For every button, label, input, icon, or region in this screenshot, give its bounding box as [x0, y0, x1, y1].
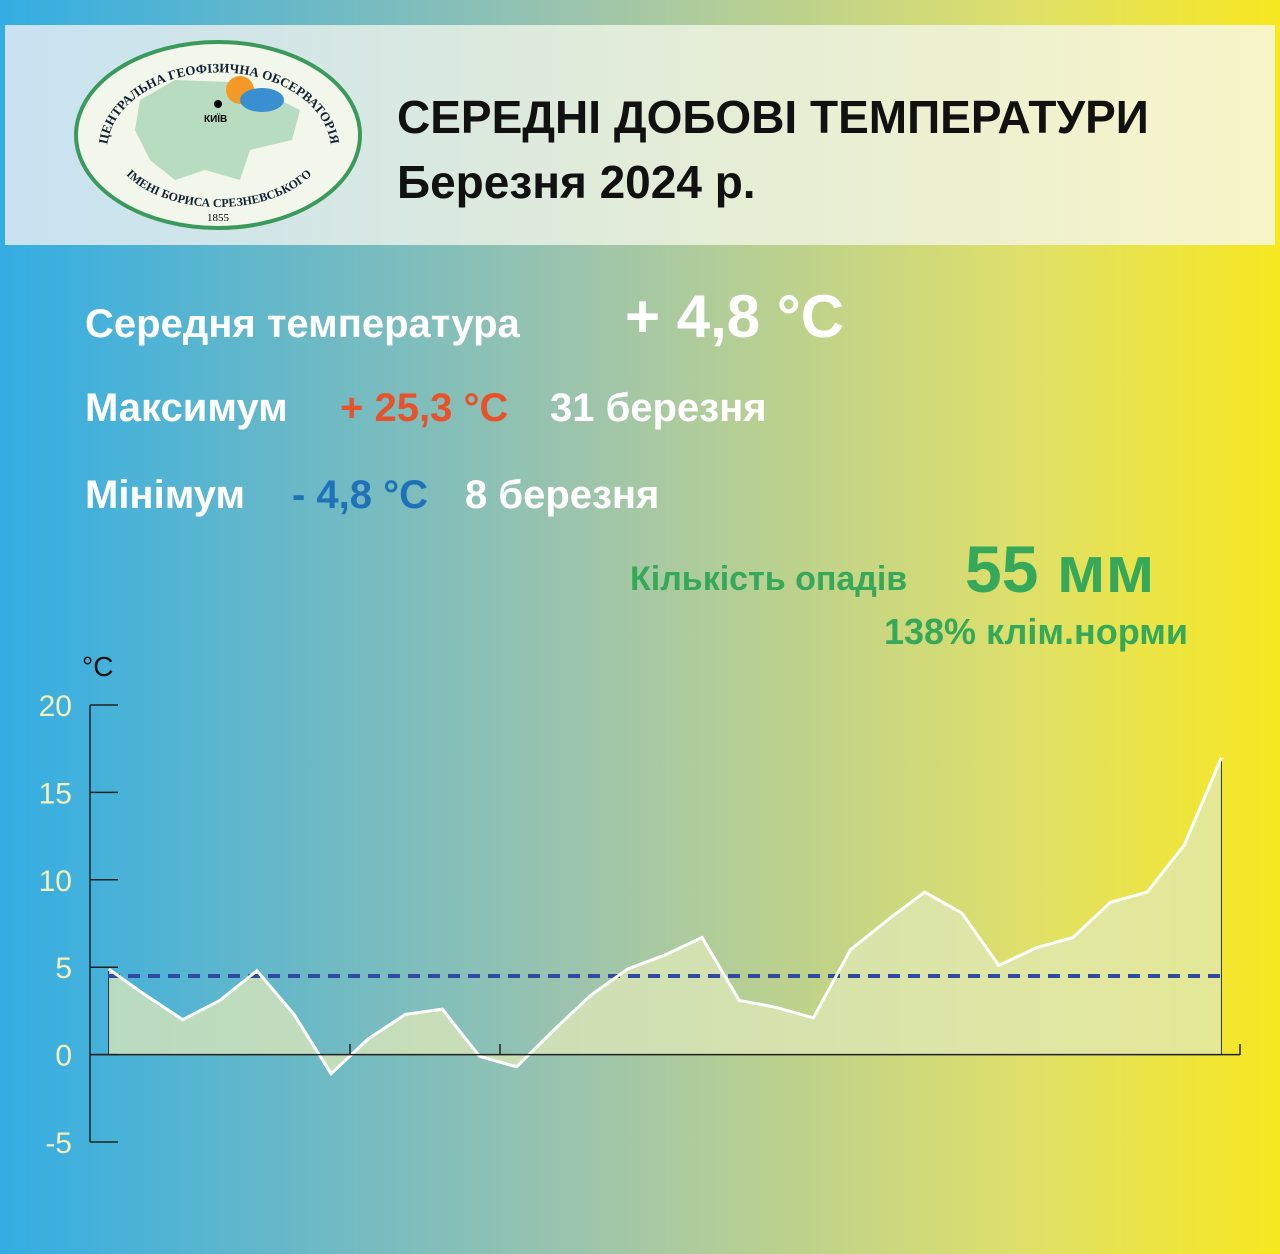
precip-value: 55 мм — [965, 532, 1154, 606]
y-tick-label: 0 — [55, 1040, 72, 1073]
y-tick-label: -5 — [45, 1127, 72, 1160]
max-value: + 25,3 °C — [340, 386, 508, 430]
precip-label: Кількість опадів — [630, 560, 907, 598]
y-tick-label: 10 — [39, 865, 72, 898]
max-date: 31 березня — [550, 386, 767, 430]
y-tick-label: 20 — [39, 690, 72, 723]
y-unit: °C — [82, 651, 113, 682]
logo-dot — [214, 100, 222, 108]
y-tick-label: 5 — [55, 952, 72, 985]
subtitle: Березня 2024 р. — [397, 156, 756, 208]
logo-year: 1855 — [207, 212, 230, 224]
x-axis-ticks — [349, 1044, 1241, 1055]
logo-cloud — [240, 88, 284, 112]
max-label: Максимум — [85, 386, 288, 430]
plot: 20 15 10 5 0 -5 — [39, 690, 1240, 1160]
title: СЕРЕДНІ ДОБОВІ ТЕМПЕРАТУРИ — [397, 91, 1149, 143]
logo: КИЇВ ЦЕНТРАЛЬНА ГЕОФІЗИЧНА ОБСЕРВАТОРІЯ … — [74, 40, 362, 230]
line — [107, 756, 1223, 1077]
mean-label: Середня температура — [85, 302, 521, 346]
mean-value: + 4,8 °C — [625, 283, 844, 350]
precip-norm: 138% клім.норми — [884, 611, 1188, 652]
logo-city: КИЇВ — [204, 112, 227, 125]
min-value: - 4,8 °C — [292, 473, 428, 517]
y-tick-label: 15 — [39, 777, 72, 810]
min-date: 8 березня — [465, 473, 659, 517]
min-label: Мінімум — [85, 473, 245, 517]
